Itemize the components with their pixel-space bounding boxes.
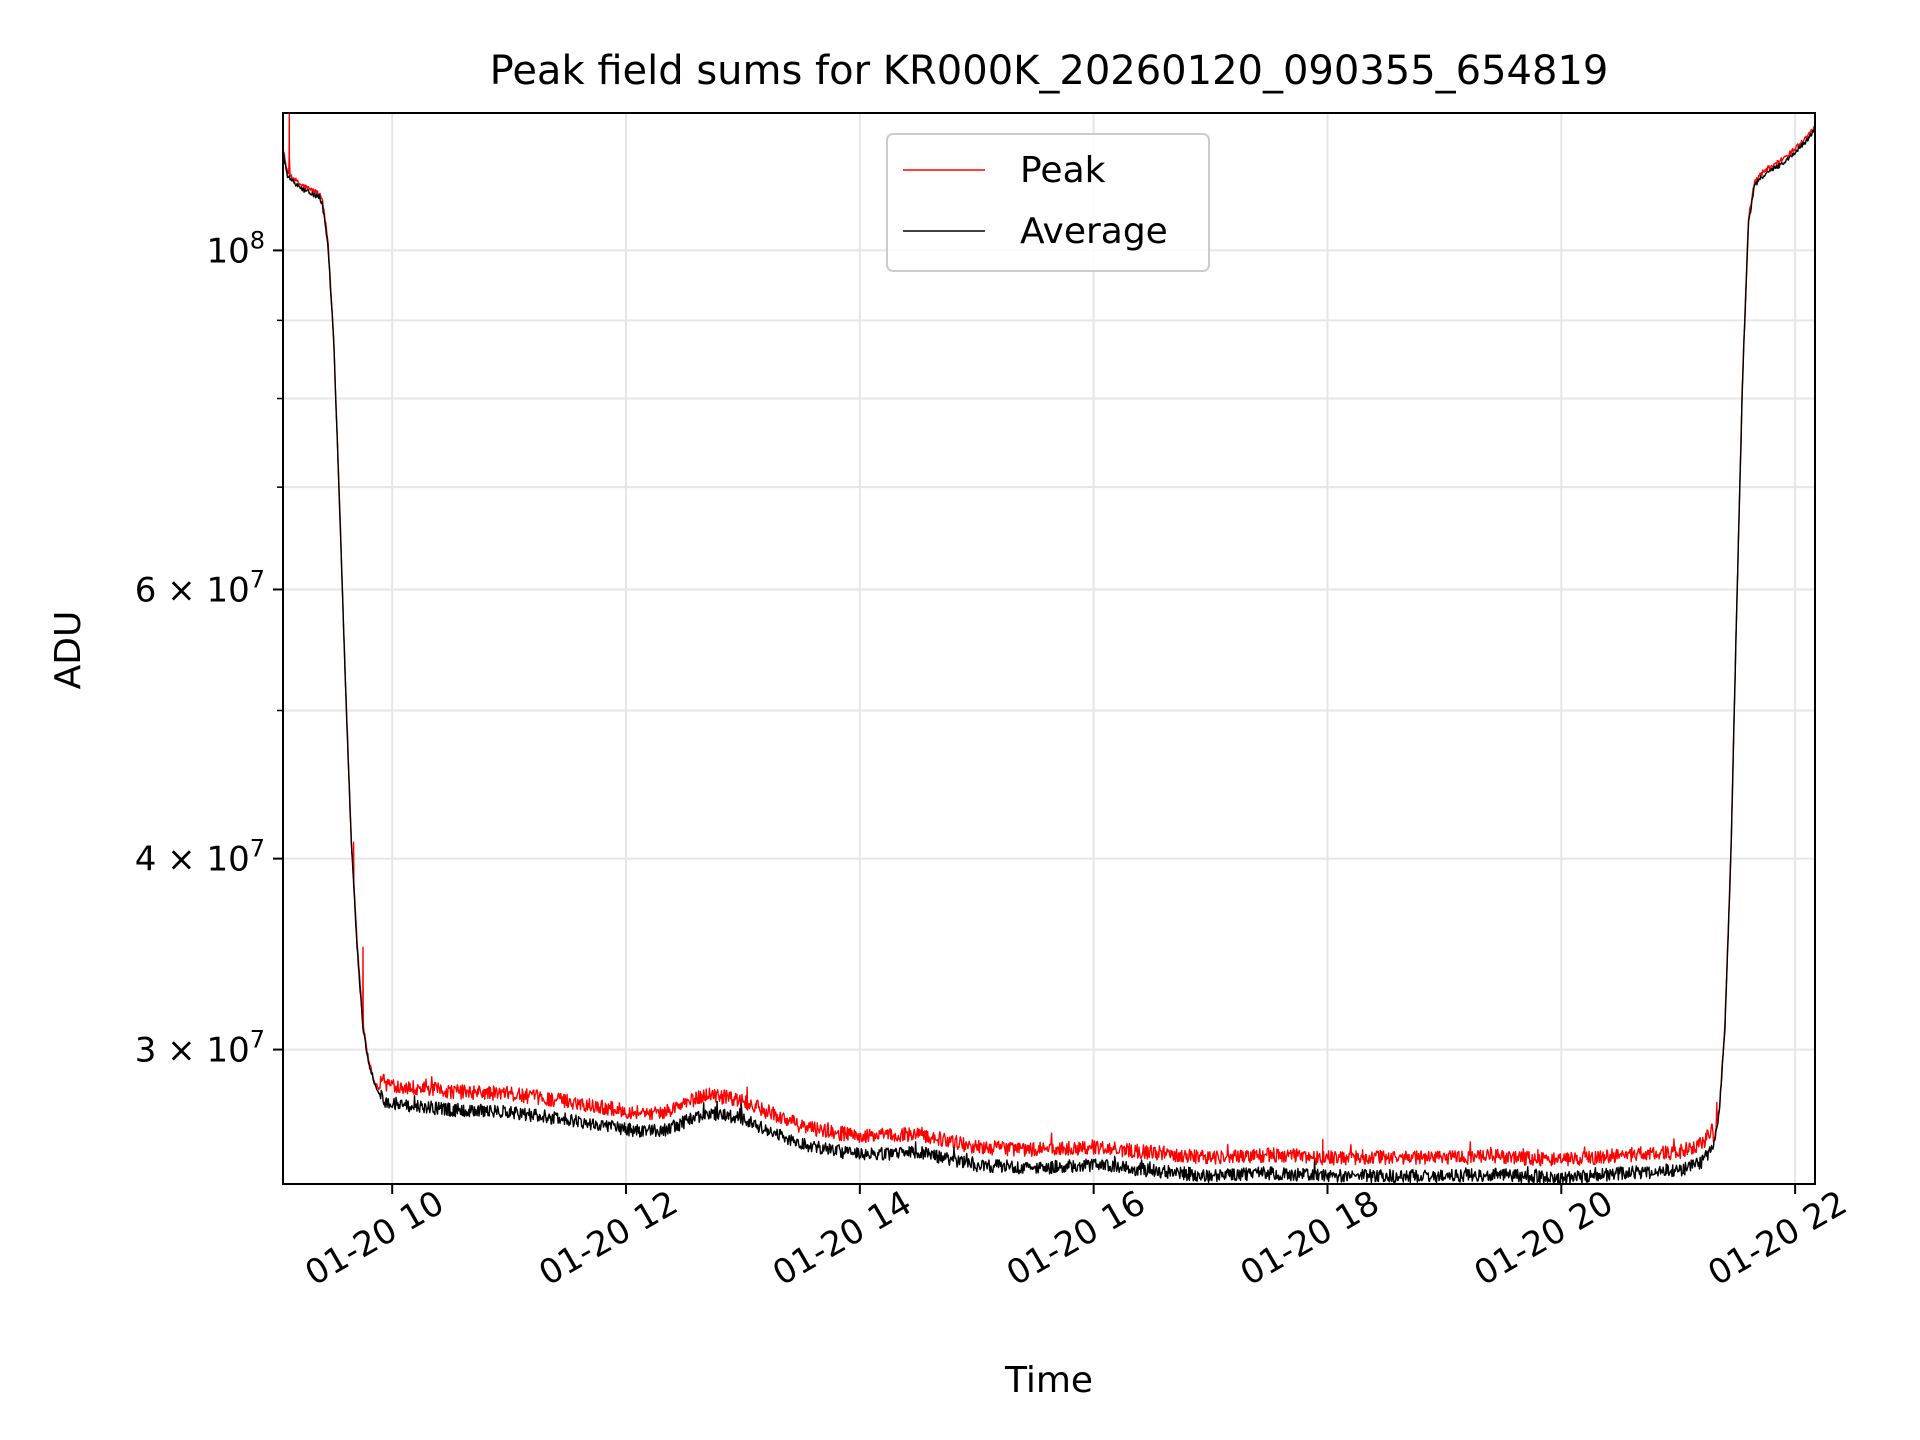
legend-label-average: Average: [1020, 211, 1168, 252]
legend: Peak Average: [886, 133, 1210, 272]
series-line-average: [283, 128, 1815, 1184]
series-line-peak: [283, 113, 1815, 1167]
legend-label-peak: Peak: [1020, 150, 1106, 191]
y-tick-label: 108: [206, 226, 265, 271]
y-axis-label: ADU: [48, 611, 89, 690]
legend-box: [886, 133, 1210, 272]
series-layer: [283, 113, 1815, 1184]
chart-title: Peak field sums for KR000K_20260120_0903…: [490, 48, 1609, 94]
x-axis-label: Time: [1004, 1360, 1093, 1401]
y-tick-label: 4 × 107: [135, 835, 265, 880]
y-axis: 3 × 107 4 × 107 6 × 107 108: [135, 226, 283, 1071]
plot-frame: [282, 112, 1816, 1185]
y-tick-label: 3 × 107: [135, 1026, 265, 1071]
y-tick-label: 6 × 107: [135, 565, 265, 610]
